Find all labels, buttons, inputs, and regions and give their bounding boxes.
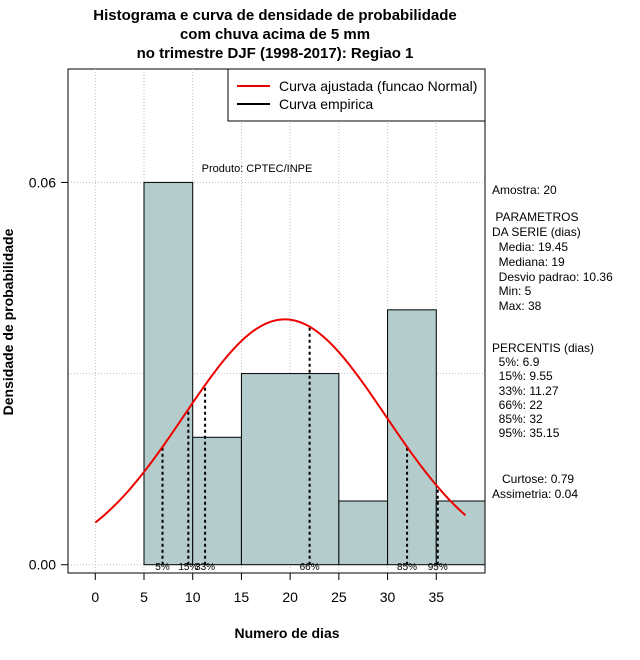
watermark: Produto: CPTEC/INPE: [202, 163, 313, 175]
x-tick-label: 20: [282, 589, 298, 605]
sample-size: Amostra: 20: [492, 183, 557, 197]
legend-empirical-label: Curva empirica: [279, 96, 373, 112]
stat-p33: 33%: 11.27: [492, 384, 559, 398]
histogram-bar: [387, 309, 437, 566]
stat-min: Min: 5: [492, 284, 532, 298]
percentile-label: 95%: [428, 562, 448, 573]
y-axis-label: Densidade de probabilidade: [0, 228, 16, 415]
y-tick-label: 0.06: [29, 174, 56, 190]
stat-curtose: Curtose: 0.79: [492, 472, 575, 486]
x-tick-label: 30: [380, 589, 396, 605]
stat-media: Media: 19.45: [492, 240, 569, 254]
params-header-2: DA SERIE (dias): [492, 225, 581, 239]
y-tick-label: 0.00: [29, 557, 56, 573]
x-tick-label: 0: [91, 589, 99, 605]
legend-box: [227, 68, 486, 122]
axes: 0 5 10 15 20 25 30 35 0.00 0.06: [29, 174, 445, 605]
x-tick-label: 35: [428, 589, 444, 605]
percentile-label: 33%: [195, 562, 215, 573]
percentile-label: 5%: [155, 562, 170, 573]
chart-title-line-2: com chuva acima de 5 mm: [179, 26, 371, 43]
histogram-bar: [240, 373, 340, 566]
chart-title-line-1: Histograma e curva de densidade de proba…: [93, 7, 457, 24]
stat-p66: 66%: 22: [492, 398, 543, 412]
chart-title-line-3: no trimestre DJF (1998-2017): Regiao 1: [136, 45, 414, 62]
legend-fitted-label: Curva ajustada (funcao Normal): [279, 78, 477, 94]
histogram-bars: [143, 181, 486, 566]
x-tick-label: 10: [185, 589, 201, 605]
fitted-curve: [94, 318, 467, 524]
x-tick-label: 25: [331, 589, 347, 605]
params-header-1: PARAMETROS: [492, 210, 579, 224]
histogram-bar: [192, 436, 242, 566]
histogram-bar: [143, 181, 194, 566]
percentile-lines: 5% 15%33% 66% 85% 95%: [155, 326, 448, 573]
x-tick-label: 5: [140, 589, 148, 605]
legend: Curva ajustada (funcao Normal) Curva emp…: [227, 68, 486, 122]
percentis-header: PERCENTIS (dias): [492, 341, 595, 355]
percentile-label: 66%: [300, 562, 320, 573]
x-tick-label: 15: [234, 589, 250, 605]
stat-assimetria: Assimetria: 0.04: [492, 487, 579, 501]
stat-mediana: Mediana: 19: [492, 255, 565, 269]
stat-p95: 95%: 35.15: [492, 426, 560, 440]
stat-max: Max: 38: [492, 299, 542, 313]
histogram-bar: [338, 500, 389, 566]
stat-p5: 5%: 6.9: [492, 355, 540, 369]
fitted-normal-curve: [94, 318, 467, 524]
x-axis-label: Numero de dias: [234, 625, 339, 641]
percentile-label: 85%: [397, 562, 417, 573]
stat-desvio: Desvio padrao: 10.36: [492, 270, 613, 284]
stat-p15: 15%: 9.55: [492, 369, 553, 383]
percentile-label: 15%: [178, 562, 198, 573]
stat-p85: 85%: 32: [492, 412, 543, 426]
